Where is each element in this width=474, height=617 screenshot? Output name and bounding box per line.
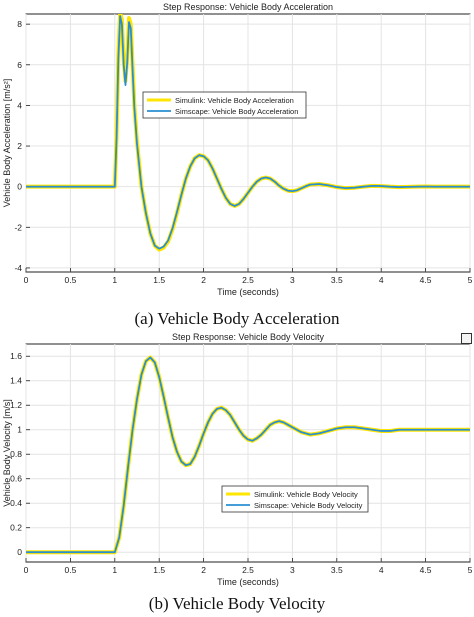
legend-entry: Simscape: Vehicle Body Acceleration: [175, 107, 298, 116]
x-axis-label: Time (seconds): [217, 577, 279, 587]
legend-entry: Simscape: Vehicle Body Velocity: [254, 501, 363, 510]
simscape-series-line: [26, 15, 470, 250]
x-tick-label: 3.5: [331, 275, 343, 285]
y-tick-label: 0.2: [10, 523, 22, 533]
x-tick-label: 5: [468, 565, 473, 575]
y-tick-label: 1.2: [10, 400, 22, 410]
y-axis-label: Vehicle Body Acceleration [m/s²]: [2, 79, 12, 208]
x-tick-label: 3: [290, 275, 295, 285]
y-tick-label: 1.4: [10, 376, 22, 386]
y-tick-label: -2: [14, 222, 22, 232]
y-tick-label: 0: [17, 547, 22, 557]
legend-entry: Simulink: Vehicle Body Acceleration: [175, 96, 294, 105]
velocity-chart: Step Response: Vehicle Body Velocity 0 0.5…: [2, 332, 473, 587]
x-tick-label: 3.5: [331, 565, 343, 575]
x-tick-label: 4.5: [420, 275, 432, 285]
x-tick-label: 2: [201, 275, 206, 285]
x-tick-label: 4.5: [420, 565, 432, 575]
y-axis-label: Vehicle Body Velocity [m/s]: [2, 399, 12, 507]
x-tick-label: 1: [112, 565, 117, 575]
y-tick-label: 0.6: [10, 474, 22, 484]
velocity-chart-panel: Step Response: Vehicle Body Velocity 0 0.5…: [0, 330, 474, 592]
y-tick-label: 8: [17, 19, 22, 29]
x-tick-label: 2: [201, 565, 206, 575]
y-tick-label: 0: [17, 182, 22, 192]
x-tick-label: 3: [290, 565, 295, 575]
x-tick-label: 0: [24, 275, 29, 285]
x-tick-label: 0: [24, 565, 29, 575]
chart-title: Step Response: Vehicle Body Acceleration: [163, 2, 333, 12]
y-tick-label: 4: [17, 100, 22, 110]
y-tick-label: 1: [17, 425, 22, 435]
y-tick-label: -4: [14, 263, 22, 273]
legend-entry: Simulink: Vehicle Body Velocity: [254, 490, 358, 499]
legend-box: [221, 485, 369, 513]
x-tick-label: 0.5: [64, 565, 76, 575]
y-tick-label: 6: [17, 60, 22, 70]
x-tick-label: 1: [112, 275, 117, 285]
x-tick-label: 1.5: [153, 275, 165, 285]
caption-velocity: (b) Vehicle Body Velocity: [148, 594, 326, 613]
x-tick-label: 2.5: [242, 275, 254, 285]
chart-title: Step Response: Vehicle Body Velocity: [172, 332, 325, 342]
acceleration-chart-panel: Step Response: Vehicle Body Acceleration…: [0, 0, 474, 300]
y-tick-label: 0.4: [10, 498, 22, 508]
x-tick-label: 2.5: [242, 565, 254, 575]
x-tick-label: 1.5: [153, 565, 165, 575]
y-tick-label: 0.8: [10, 449, 22, 459]
y-tick-label: 1.6: [10, 351, 22, 361]
x-tick-label: 4: [379, 565, 384, 575]
simscape-series-line: [26, 356, 470, 554]
x-tick-label: 5: [468, 275, 473, 285]
acceleration-chart: Step Response: Vehicle Body Acceleration…: [2, 2, 473, 297]
caption-acceleration: (a) Vehicle Body Acceleration: [134, 309, 340, 328]
x-axis-label: Time (seconds): [217, 287, 279, 297]
x-tick-label: 0.5: [64, 275, 76, 285]
y-tick-label: 2: [17, 141, 22, 151]
figure-corner-icon: [461, 333, 472, 344]
x-tick-label: 4: [379, 275, 384, 285]
legend-box: [142, 91, 307, 119]
